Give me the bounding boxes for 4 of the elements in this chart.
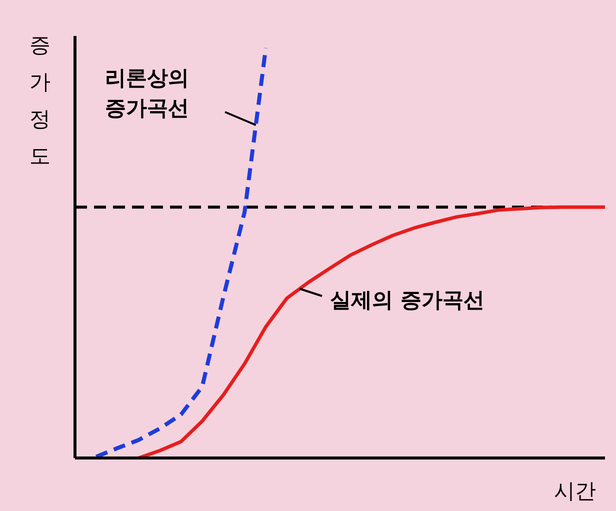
- annotation: 실제의 증가곡선: [330, 288, 484, 312]
- x-axis-title: 시간: [554, 479, 596, 503]
- y-axis-title: 증가정도: [30, 33, 50, 168]
- annotation: 리론상의 증가곡선: [105, 66, 189, 120]
